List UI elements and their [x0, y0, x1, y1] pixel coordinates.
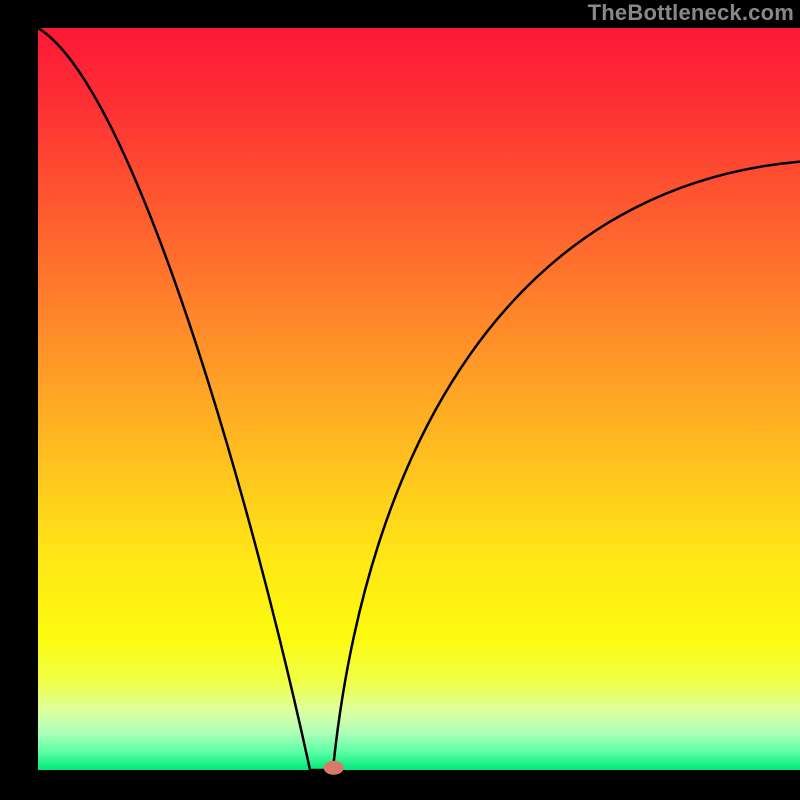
optimal-point-marker: [324, 761, 344, 775]
chart-container: TheBottleneck.com: [0, 0, 800, 800]
watermark-text: TheBottleneck.com: [588, 0, 794, 26]
bottleneck-chart: [0, 0, 800, 800]
plot-area: [38, 28, 800, 770]
